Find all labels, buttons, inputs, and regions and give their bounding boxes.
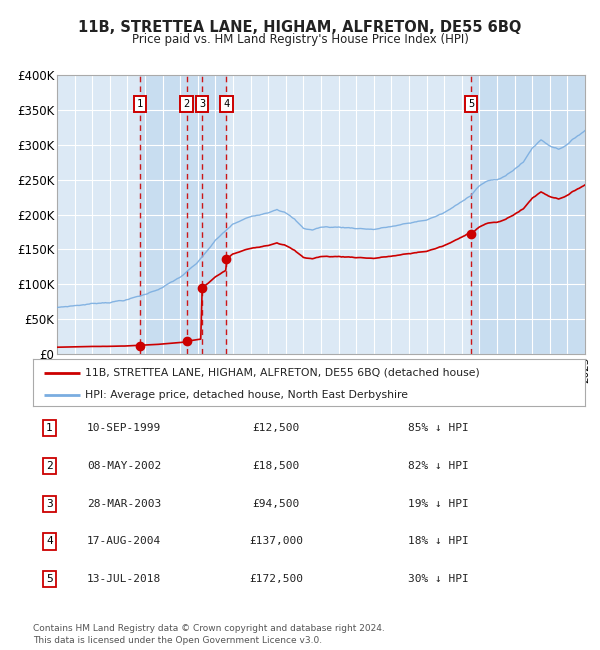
Text: 5: 5 — [468, 99, 475, 109]
Text: £172,500: £172,500 — [249, 574, 303, 584]
Bar — [472, 75, 585, 354]
Text: 30% ↓ HPI: 30% ↓ HPI — [409, 574, 469, 584]
Text: 10-SEP-1999: 10-SEP-1999 — [87, 423, 161, 434]
Text: 17-AUG-2004: 17-AUG-2004 — [87, 536, 161, 547]
Text: 13-JUL-2018: 13-JUL-2018 — [87, 574, 161, 584]
Text: 4: 4 — [223, 99, 230, 109]
Text: HPI: Average price, detached house, North East Derbyshire: HPI: Average price, detached house, Nort… — [85, 389, 409, 400]
Text: 11B, STRETTEA LANE, HIGHAM, ALFRETON, DE55 6BQ: 11B, STRETTEA LANE, HIGHAM, ALFRETON, DE… — [79, 20, 521, 34]
Text: £12,500: £12,500 — [252, 423, 299, 434]
Text: 08-MAY-2002: 08-MAY-2002 — [87, 461, 161, 471]
Text: £18,500: £18,500 — [252, 461, 299, 471]
Text: 1: 1 — [137, 99, 143, 109]
Text: Price paid vs. HM Land Registry's House Price Index (HPI): Price paid vs. HM Land Registry's House … — [131, 32, 469, 46]
Text: £94,500: £94,500 — [252, 499, 299, 509]
Text: 11B, STRETTEA LANE, HIGHAM, ALFRETON, DE55 6BQ (detached house): 11B, STRETTEA LANE, HIGHAM, ALFRETON, DE… — [85, 367, 480, 378]
Text: 4: 4 — [46, 536, 53, 547]
Text: 82% ↓ HPI: 82% ↓ HPI — [409, 461, 469, 471]
Text: £137,000: £137,000 — [249, 536, 303, 547]
Text: 5: 5 — [46, 574, 53, 584]
Bar — [140, 75, 226, 354]
Text: 18% ↓ HPI: 18% ↓ HPI — [409, 536, 469, 547]
Text: Contains HM Land Registry data © Crown copyright and database right 2024.
This d: Contains HM Land Registry data © Crown c… — [33, 624, 385, 645]
Text: 2: 2 — [46, 461, 53, 471]
Text: 2: 2 — [184, 99, 190, 109]
Text: 3: 3 — [46, 499, 53, 509]
Text: 85% ↓ HPI: 85% ↓ HPI — [409, 423, 469, 434]
Text: 28-MAR-2003: 28-MAR-2003 — [87, 499, 161, 509]
Text: 3: 3 — [199, 99, 205, 109]
Text: 19% ↓ HPI: 19% ↓ HPI — [409, 499, 469, 509]
Text: 1: 1 — [46, 423, 53, 434]
